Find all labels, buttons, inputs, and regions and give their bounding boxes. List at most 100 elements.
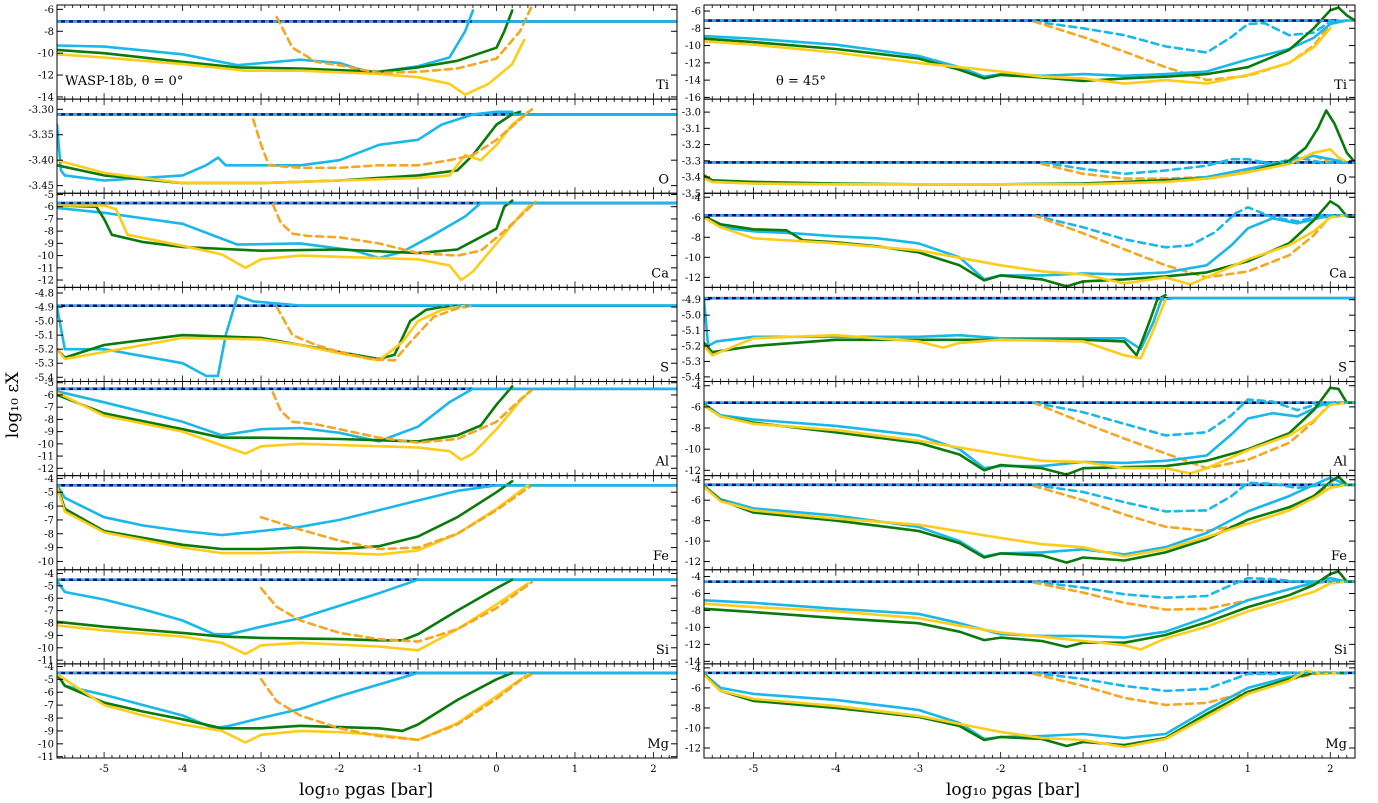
y-tick-label: -3.4 — [682, 173, 701, 184]
series-light_blue — [704, 296, 1175, 351]
y-tick-label: -3.1 — [682, 124, 701, 135]
x-tick-label: -1 — [413, 764, 423, 775]
panel-lines — [704, 570, 1355, 651]
x-tick-label: 2 — [1327, 764, 1333, 775]
y-tick-label: -7 — [44, 701, 54, 712]
y-tick-label: -8 — [44, 529, 54, 540]
series-green — [704, 386, 1355, 476]
element-label: Ca — [651, 266, 669, 281]
y-tick-label: -10 — [38, 251, 54, 262]
x-tick-label: -1 — [1078, 764, 1088, 775]
y-tick-label: -12 — [685, 743, 701, 754]
element-label: Si — [1334, 643, 1347, 658]
series-orange-dashed — [259, 483, 534, 551]
series-gold — [704, 401, 1349, 475]
panel-al-1: -12 -10 -8 -6 -4 Al — [685, 381, 1356, 477]
y-tick-label: -6 — [691, 683, 701, 694]
y-tick-label: -10 — [685, 537, 701, 548]
y-tick-label: -9 — [44, 239, 54, 250]
y-tick-label: -11 — [38, 452, 54, 463]
y-tick-label: -6 — [691, 402, 701, 413]
series-light_blue — [57, 483, 498, 537]
element-label: Ti — [1334, 78, 1347, 93]
element-label: Ca — [1329, 266, 1347, 281]
y-tick-label: -10 — [38, 739, 54, 750]
y-tick-label: -4.9 — [35, 303, 54, 314]
y-tick-label: -4 — [691, 572, 701, 583]
y-axis-label: log₁₀ εX — [3, 371, 23, 438]
y-tick-label: -9 — [44, 543, 54, 554]
y-tick-label: -8 — [44, 619, 54, 630]
panel-ca-0: -12 -11-10-9-8 -7-6-5 Ca — [38, 190, 678, 288]
y-tick-label: -6 — [691, 589, 701, 600]
y-tick-label: -7 — [44, 214, 54, 225]
y-tick-label: -5.4 — [35, 373, 54, 384]
panel-mg-1: -12 -10 -8 -6 -4 Mg — [685, 663, 1356, 759]
series-light_blue-dashed — [1032, 206, 1349, 249]
y-tick-label: -9 — [44, 631, 54, 642]
y-tick-label: -11 — [38, 656, 54, 667]
element-label: S — [1338, 361, 1347, 376]
x-tick-label: 0 — [1162, 764, 1168, 775]
panel-mg-0: -11 -10 -9-8 -7 -6 -5 -4 Mg — [38, 662, 678, 763]
series-gold — [704, 580, 1349, 651]
y-tick-label: -11 — [38, 263, 54, 274]
panel-frame — [56, 475, 678, 571]
y-tick-label: -9 — [44, 726, 54, 737]
y-tick-label: -16 — [685, 93, 701, 104]
panel-lines — [57, 578, 677, 656]
y-tick-label: -4 — [44, 569, 54, 580]
panel-lines — [704, 475, 1355, 564]
y-tick-label: -6 — [44, 390, 54, 401]
y-tick-label: -5.1 — [35, 331, 54, 342]
element-label: Fe — [1331, 549, 1347, 564]
series-gold — [704, 148, 1349, 186]
y-tick-label: -6 — [44, 5, 54, 16]
panel-lines — [704, 200, 1355, 288]
series-gold — [704, 26, 1332, 85]
series-green — [704, 109, 1355, 186]
series-light_blue — [57, 671, 420, 730]
x-tick-label: -3 — [913, 764, 923, 775]
element-label: O — [1336, 172, 1347, 187]
y-tick-label: -12 — [685, 640, 701, 651]
series-light_blue — [704, 19, 1349, 78]
series-orange-dashed — [271, 388, 534, 444]
y-tick-label: -5.0 — [35, 317, 54, 328]
y-tick-label: -5 — [44, 488, 54, 499]
series-light_blue-dashed — [1032, 481, 1349, 513]
series-orange-dashed — [251, 108, 534, 170]
series-gold — [704, 483, 1349, 558]
y-tick-label: -12 — [685, 273, 701, 284]
x-tick-label: -4 — [178, 764, 188, 775]
x-tick-label: 0 — [493, 764, 499, 775]
y-tick-label: -3.2 — [682, 140, 701, 151]
x-tick-label: -5 — [749, 764, 759, 775]
y-tick-label: -8 — [44, 714, 54, 725]
y-tick-label: -10 — [685, 41, 701, 52]
y-tick-label: -6 — [44, 688, 54, 699]
series-light_blue-dashed — [1040, 156, 1349, 176]
y-tick-label: -5.3 — [35, 359, 54, 370]
x-tick-label: -4 — [831, 764, 841, 775]
panel-frame — [56, 381, 678, 477]
x-tick-label: -3 — [256, 764, 266, 775]
series-gold — [57, 201, 534, 282]
y-tick-label: -10 — [38, 49, 54, 60]
panel-si-1: -14 -12 -10 -8 -6 -4 Si — [685, 569, 1356, 668]
y-tick-label: -6 — [691, 496, 701, 507]
series-gold — [57, 38, 526, 96]
y-tick-label: -10 — [38, 439, 54, 450]
y-tick-label: -10 — [685, 253, 701, 264]
series-green — [704, 200, 1355, 288]
panel-ti-0: -14 -12 -10 -8 -6 Ti WASP-18b, θ = 0° — [38, 4, 678, 103]
panel-frame — [56, 663, 678, 759]
series-orange-dashed — [275, 304, 475, 362]
y-tick-label: -10 — [685, 623, 701, 634]
panel-si-0: -11 -10-9-8 -7-6 -5-4 Si — [38, 569, 678, 667]
y-tick-label: -14 — [685, 657, 701, 668]
y-tick-label: -10 — [685, 445, 701, 456]
y-tick-label: -6 — [691, 213, 701, 224]
